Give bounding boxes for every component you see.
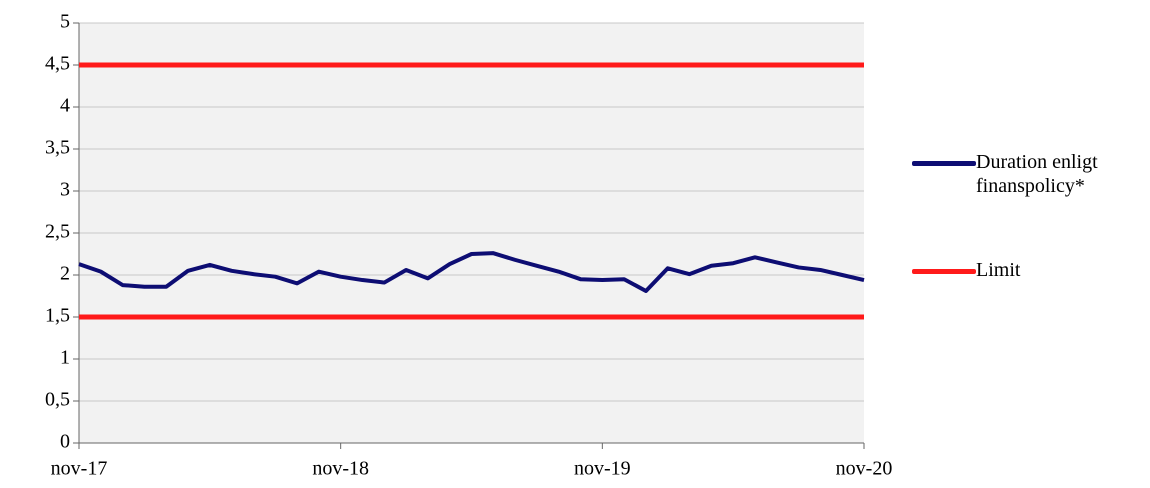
data-line (78, 251, 865, 293)
y-tick-label: 4 (60, 95, 70, 117)
y-tick-label: 3,5 (45, 137, 70, 159)
y-tick-label: 1 (60, 347, 70, 369)
legend-item: Limit (912, 258, 1142, 282)
x-tick-label: nov-20 (836, 458, 893, 480)
x-tick-label: nov-18 (312, 458, 369, 480)
y-tick-label: 0 (60, 431, 70, 453)
y-tick-label: 0,5 (45, 389, 70, 411)
x-tick-label: nov-17 (51, 458, 108, 480)
y-tick-label: 5 (60, 11, 70, 33)
y-tick-label: 3 (60, 179, 70, 201)
legend-label: Limit (976, 259, 1021, 281)
legend-item: Duration enligt finanspolicy* (912, 150, 1142, 198)
y-tick-label: 1,5 (45, 305, 70, 327)
legend-swatch (912, 269, 976, 274)
legend-label: Duration enligt finanspolicy* (976, 151, 1098, 197)
x-tick-label: nov-19 (574, 458, 631, 480)
y-tick-label: 4,5 (45, 53, 70, 75)
legend-swatch (912, 161, 976, 166)
y-tick-label: 2,5 (45, 221, 70, 243)
y-tick-label: 2 (60, 263, 70, 285)
